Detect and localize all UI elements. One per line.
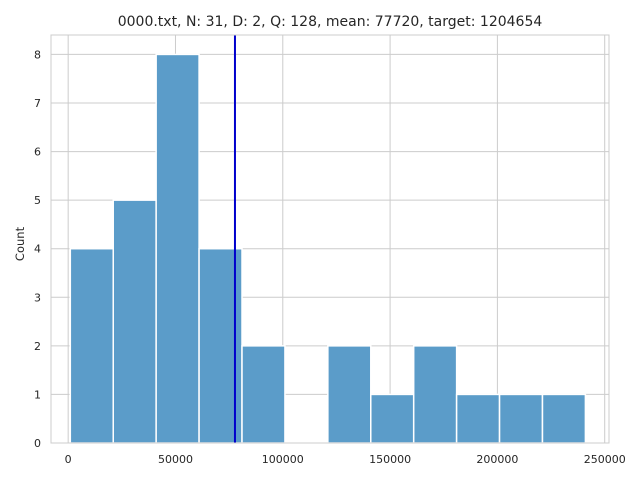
histogram-bar (155, 53, 200, 444)
chart-title: 0000.txt, N: 31, D: 2, Q: 128, mean: 777… (118, 14, 543, 30)
x-tick-label: 200000 (476, 453, 518, 466)
x-tick-labels: 0 50000 100000 150000 200000 250000 (65, 453, 626, 466)
histogram-bar (241, 345, 286, 444)
y-tick-label: 8 (34, 48, 41, 61)
histogram-bar (370, 393, 415, 444)
axes-frame (50, 34, 610, 444)
histogram-bar (541, 393, 587, 444)
y-tick-label: 6 (34, 146, 41, 159)
y-axis-label: Count (13, 226, 27, 261)
histogram-bar (498, 393, 544, 444)
x-tick-label: 100000 (262, 453, 304, 466)
histogram-bar (112, 199, 157, 444)
histogram-bar (412, 345, 458, 444)
y-tick-label: 5 (34, 194, 41, 207)
y-tick-label: 3 (34, 291, 41, 304)
y-tick-label: 2 (34, 340, 41, 353)
x-tick-label: 50000 (158, 453, 193, 466)
y-tick-label: 1 (34, 388, 41, 401)
histogram-bar (69, 247, 114, 444)
y-tick-label: 7 (34, 97, 41, 110)
y-tick-labels: 0 1 2 3 4 5 6 7 8 (34, 48, 41, 450)
histogram-bar (455, 393, 501, 444)
y-tick-label: 0 (34, 437, 41, 450)
x-tick-label: 150000 (369, 453, 411, 466)
x-tick-label: 0 (65, 453, 72, 466)
x-tick-label: 250000 (584, 453, 626, 466)
histogram-bar (327, 345, 372, 444)
y-tick-label: 4 (34, 243, 41, 256)
